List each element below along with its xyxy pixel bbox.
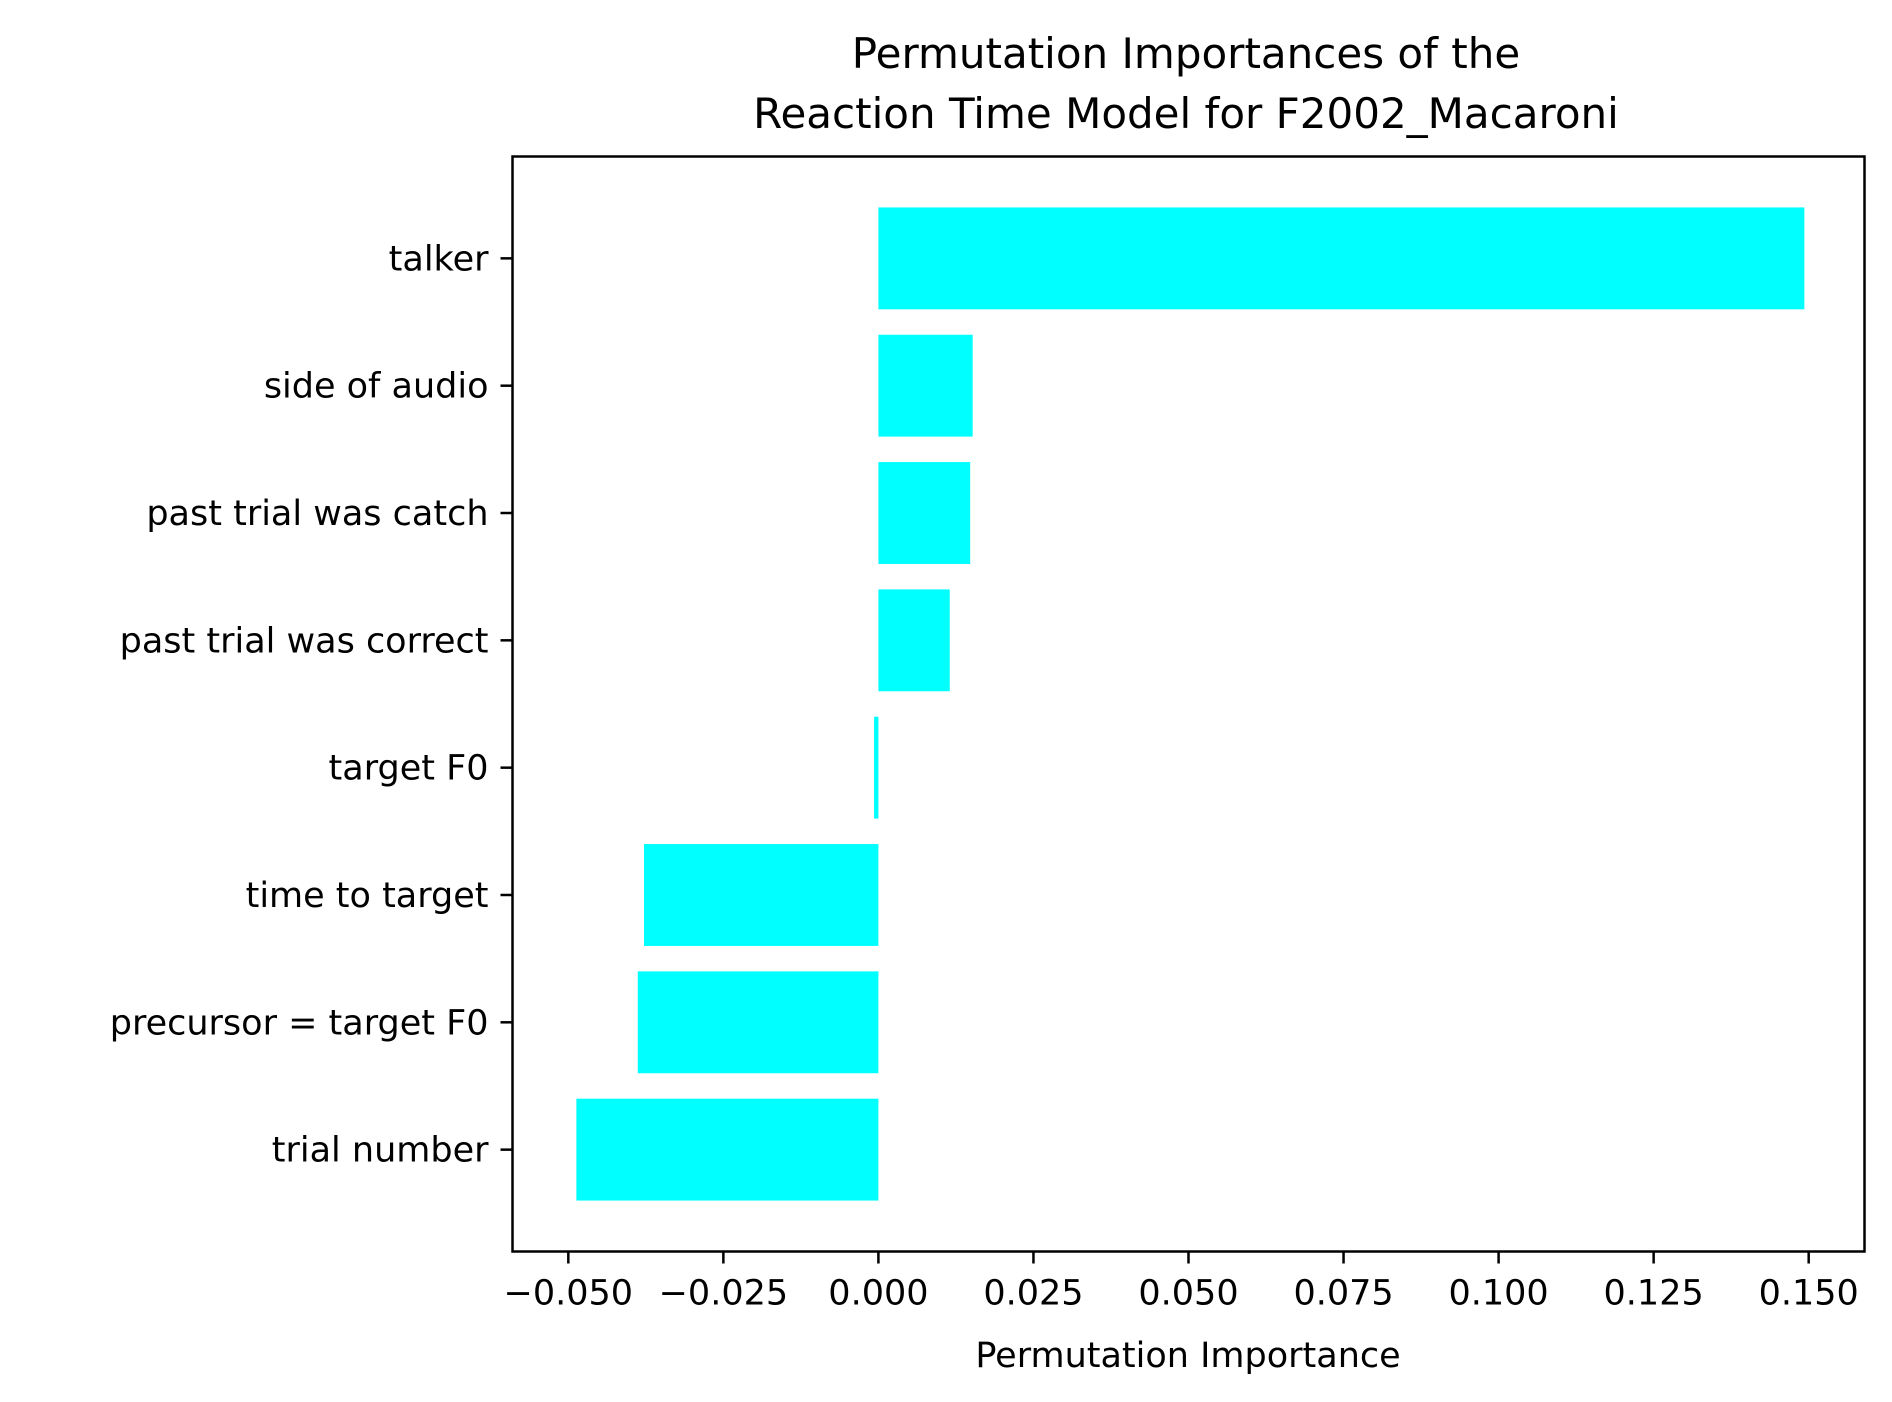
bar-3 bbox=[878, 589, 950, 692]
y-tick-label-6: precursor = target F0 bbox=[110, 1003, 489, 1043]
x-axis: −0.050 −0.025 0.000 0.025 0.050 0.075 0.100 0.1… bbox=[504, 1251, 1859, 1314]
bar-2 bbox=[878, 462, 971, 564]
chart-title-line-2: Reaction Time Model for F2002_Macaroni bbox=[753, 89, 1619, 138]
y-tick-label-4: target F0 bbox=[329, 749, 489, 789]
plot-frame bbox=[511, 155, 1866, 1253]
x-tick-label-0: −0.050 bbox=[504, 1274, 634, 1314]
x-tick-label-8: 0.150 bbox=[1759, 1274, 1859, 1314]
y-tick-label-1: side of audio bbox=[264, 367, 489, 407]
y-tick-label-5: time to target bbox=[246, 876, 489, 916]
x-tick-label-7: 0.125 bbox=[1604, 1274, 1704, 1314]
y-tick-label-7: trial number bbox=[272, 1131, 489, 1171]
y-tick-label-0: talker bbox=[389, 239, 489, 279]
y-tick-label-3: past trial was correct bbox=[120, 621, 489, 661]
x-axis-label: Permutation Importance bbox=[975, 1336, 1400, 1376]
bar-6 bbox=[637, 971, 879, 1074]
x-tick-label-1: −0.025 bbox=[659, 1274, 789, 1314]
x-tick-label-5: 0.075 bbox=[1293, 1274, 1393, 1314]
bar-5 bbox=[643, 844, 879, 946]
x-tick-label-4: 0.050 bbox=[1138, 1274, 1238, 1314]
chart-title-line-1: Permutation Importances of the bbox=[852, 29, 1520, 78]
y-tick-label-2: past trial was catch bbox=[146, 494, 488, 534]
y-axis: talker side of audio past trial was catch p… bbox=[110, 239, 513, 1171]
bar-0 bbox=[878, 207, 1805, 310]
bars-group bbox=[576, 207, 1805, 1201]
bar-4 bbox=[874, 716, 879, 819]
x-tick-label-6: 0.100 bbox=[1448, 1274, 1548, 1314]
x-tick-label-2: 0.000 bbox=[828, 1274, 928, 1314]
bar-1 bbox=[878, 334, 973, 437]
x-tick-label-3: 0.025 bbox=[983, 1274, 1083, 1314]
bar-7 bbox=[576, 1098, 879, 1201]
